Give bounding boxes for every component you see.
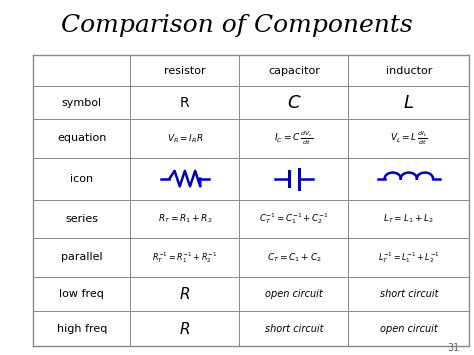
- Text: $L_T = L_1 + L_2$: $L_T = L_1 + L_2$: [383, 213, 434, 225]
- Text: $V_R = I_R R$: $V_R = I_R R$: [166, 132, 203, 144]
- Text: 31: 31: [447, 343, 460, 353]
- Text: short circuit: short circuit: [380, 289, 438, 299]
- Text: inductor: inductor: [386, 66, 432, 76]
- Text: $R_T^{-1} = R_1^{-1} + R_2^{-1}$: $R_T^{-1} = R_1^{-1} + R_2^{-1}$: [152, 250, 218, 265]
- Text: $C_T^{-1} = C_1^{-1} + C_2^{-1}$: $C_T^{-1} = C_1^{-1} + C_2^{-1}$: [259, 212, 329, 226]
- Text: $\mathit{C}$: $\mathit{C}$: [287, 94, 301, 111]
- Text: open circuit: open circuit: [380, 324, 438, 334]
- Text: $R_T = R_1 + R_2$: $R_T = R_1 + R_2$: [157, 213, 212, 225]
- Text: high freq: high freq: [56, 324, 107, 334]
- Text: R: R: [180, 95, 190, 110]
- Text: equation: equation: [57, 133, 107, 143]
- Text: $I_C = C\,\frac{dV_c}{dt}$: $I_C = C\,\frac{dV_c}{dt}$: [274, 130, 313, 147]
- Text: parallel: parallel: [61, 252, 102, 262]
- Text: capacitor: capacitor: [268, 66, 320, 76]
- Text: $\mathit{L}$: $\mathit{L}$: [403, 94, 414, 111]
- Text: Comparison of Components: Comparison of Components: [61, 14, 413, 37]
- Text: $L_T^{-1} = L_1^{-1} + L_2^{-1}$: $L_T^{-1} = L_1^{-1} + L_2^{-1}$: [378, 250, 440, 265]
- Text: open circuit: open circuit: [265, 289, 323, 299]
- Text: $\mathit{R}$: $\mathit{R}$: [179, 286, 191, 302]
- Text: symbol: symbol: [62, 98, 102, 108]
- Text: series: series: [65, 214, 98, 224]
- Text: low freq: low freq: [59, 289, 104, 299]
- Text: resistor: resistor: [164, 66, 206, 76]
- Text: $\mathit{R}$: $\mathit{R}$: [179, 321, 191, 337]
- Text: icon: icon: [70, 174, 93, 184]
- Text: $V_L = L\,\frac{dI_L}{dt}$: $V_L = L\,\frac{dI_L}{dt}$: [390, 130, 428, 147]
- Text: short circuit: short circuit: [264, 324, 323, 334]
- Text: $C_T = C_1 + C_2$: $C_T = C_1 + C_2$: [266, 251, 321, 263]
